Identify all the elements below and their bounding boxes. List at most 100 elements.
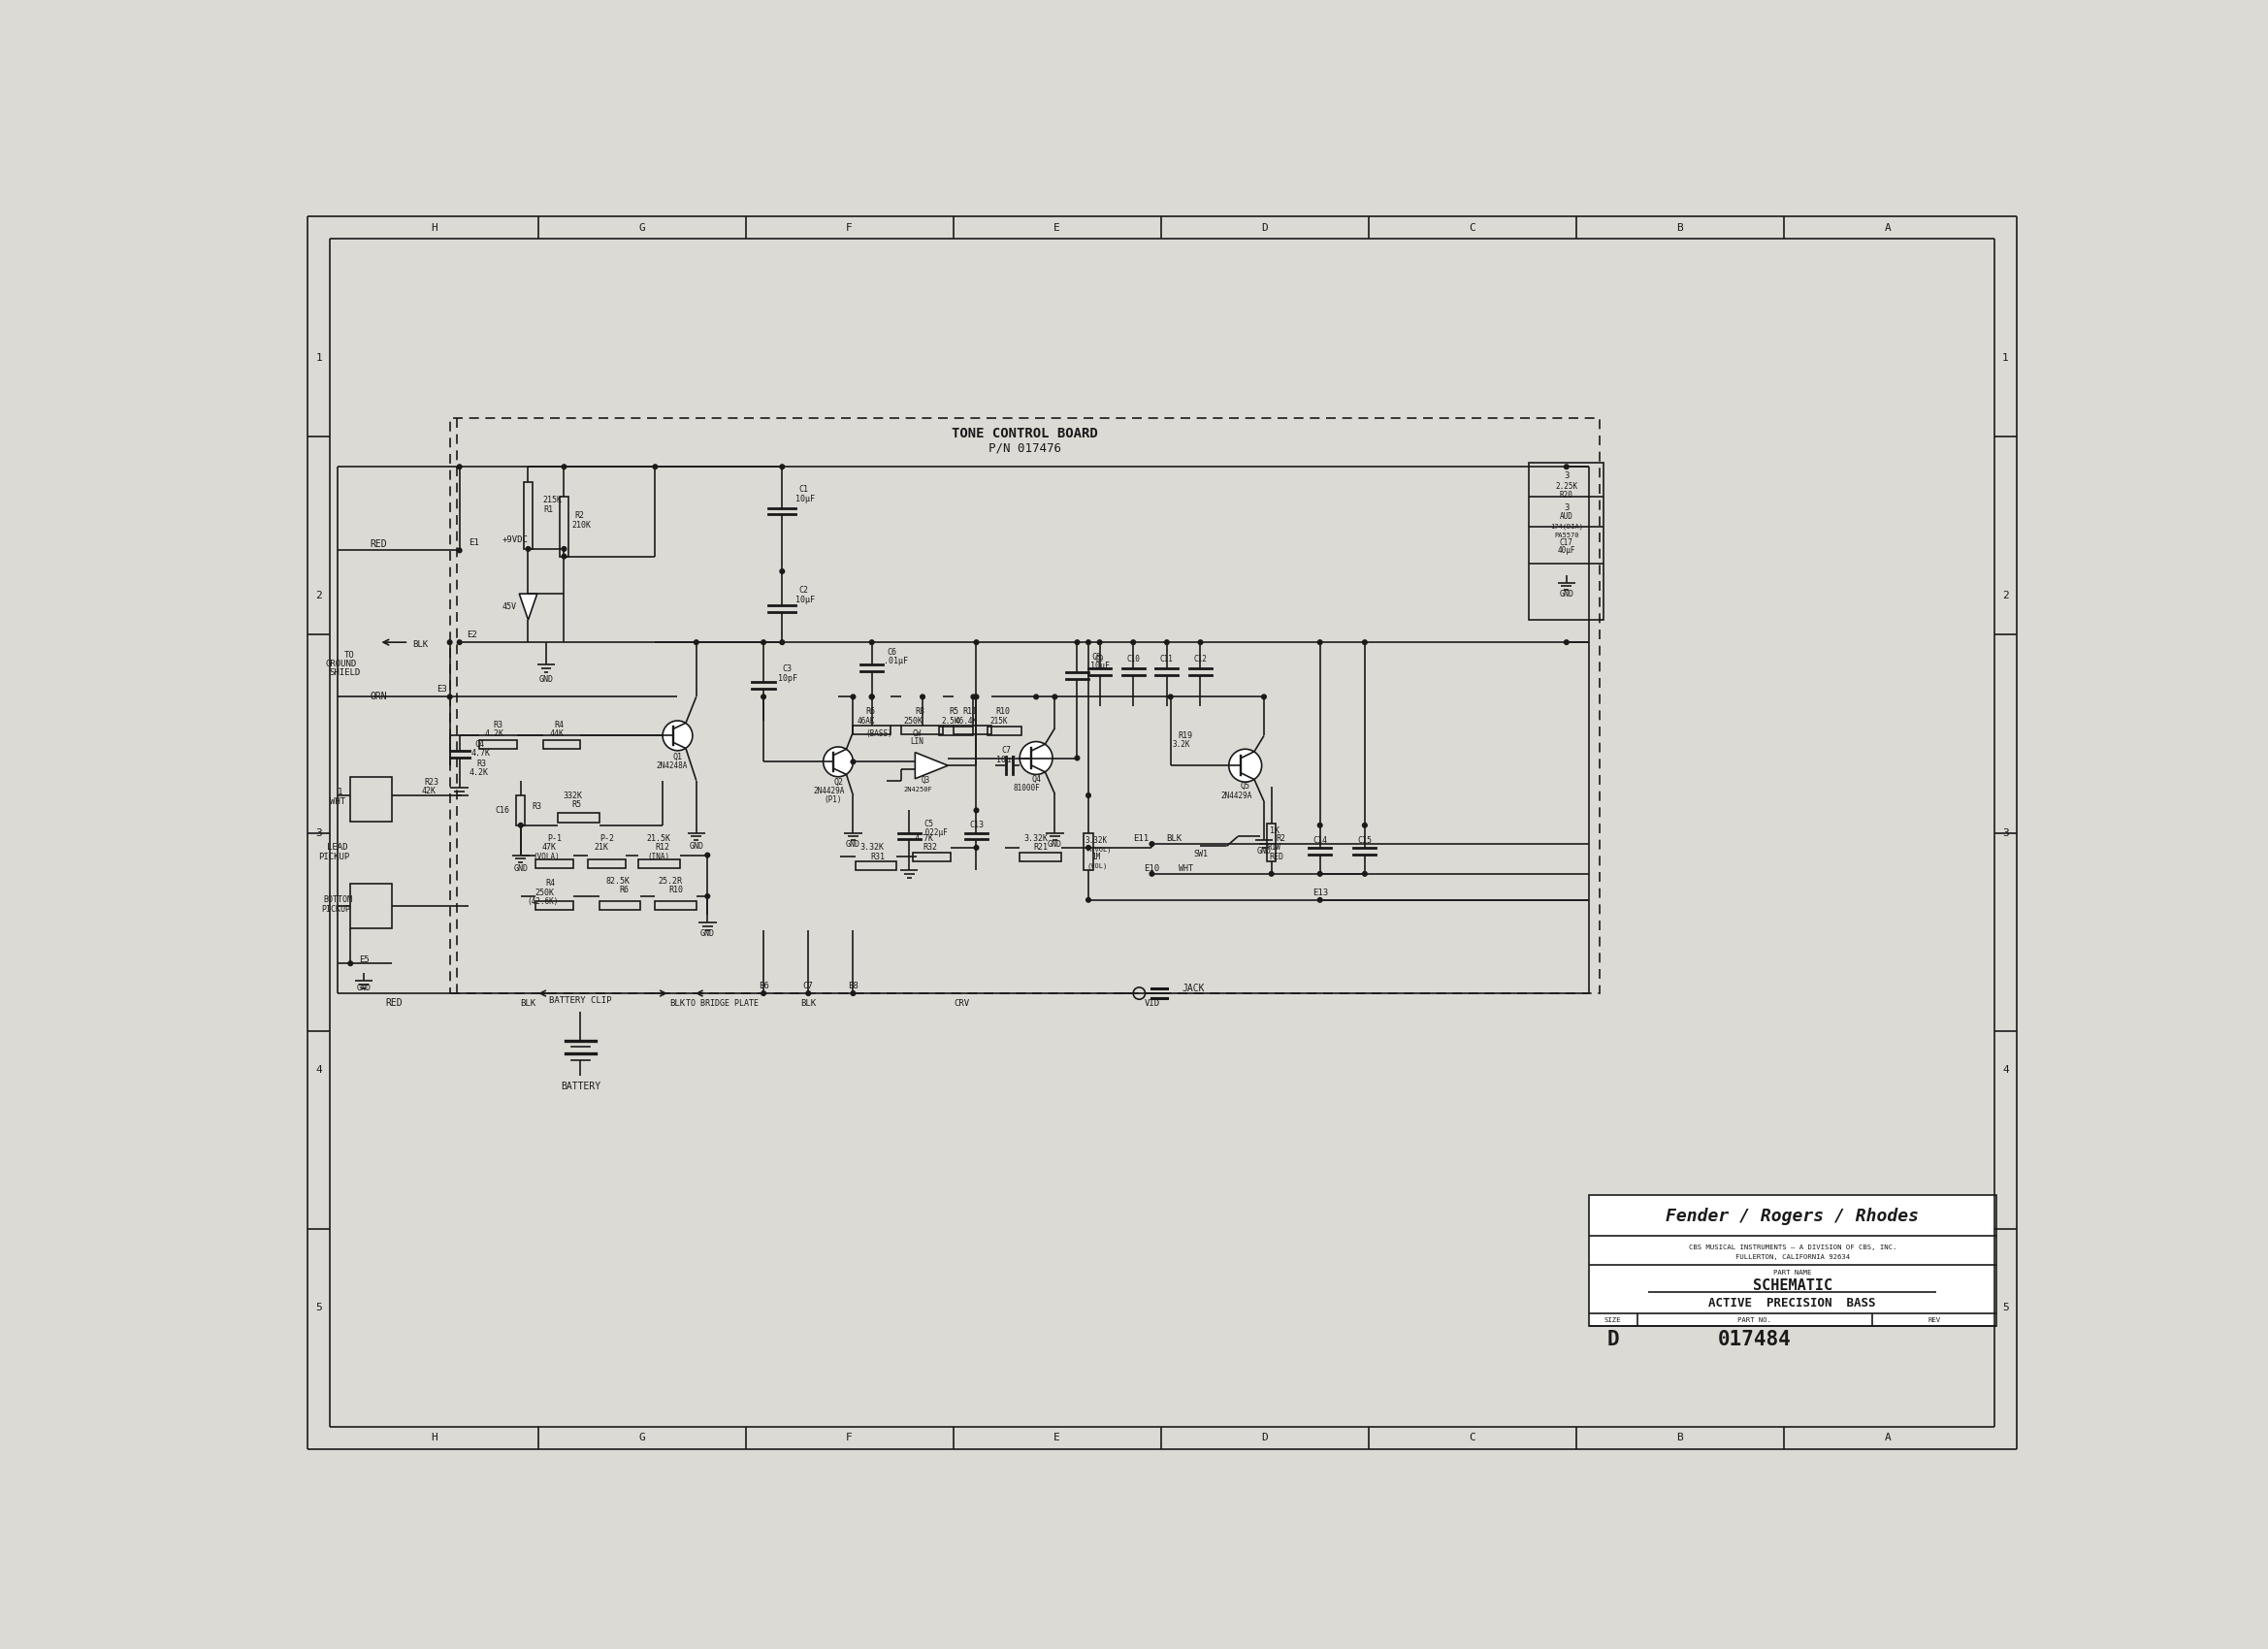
- Text: TO: TO: [345, 651, 354, 660]
- Text: R2: R2: [1277, 834, 1286, 843]
- Text: BLK: BLK: [669, 999, 685, 1008]
- Text: R23: R23: [424, 778, 438, 787]
- Text: R6: R6: [619, 886, 628, 895]
- Text: E3: E3: [438, 684, 447, 694]
- Text: 2N4429A: 2N4429A: [814, 787, 846, 795]
- Text: E: E: [1055, 223, 1061, 233]
- Text: VID: VID: [1143, 999, 1159, 1008]
- Text: 1: 1: [315, 353, 322, 363]
- Text: 4.2K: 4.2K: [485, 731, 503, 739]
- Circle shape: [1163, 640, 1168, 645]
- Text: H: H: [431, 223, 438, 233]
- Text: 3.32K: 3.32K: [1023, 834, 1048, 843]
- Text: E8: E8: [848, 981, 857, 989]
- Text: BATTERY: BATTERY: [560, 1082, 601, 1092]
- Text: 210K: 210K: [572, 521, 592, 529]
- Text: Q4: Q4: [1032, 775, 1041, 783]
- Text: 4.7K: 4.7K: [472, 749, 490, 759]
- Circle shape: [447, 640, 451, 645]
- Circle shape: [1086, 640, 1091, 645]
- Text: SHIELD: SHIELD: [329, 668, 361, 678]
- Text: 42K: 42K: [422, 787, 435, 795]
- Circle shape: [1075, 640, 1080, 645]
- Text: .022μF: .022μF: [921, 828, 948, 838]
- Text: R31: R31: [871, 853, 885, 861]
- Text: 81000F: 81000F: [1014, 783, 1041, 792]
- Text: 1: 1: [338, 787, 342, 796]
- Text: GND: GND: [513, 864, 528, 872]
- Text: PART NAME: PART NAME: [1774, 1270, 1812, 1276]
- Circle shape: [1261, 694, 1266, 699]
- Text: BLK: BLK: [519, 999, 535, 1008]
- Bar: [524, 482, 533, 549]
- Text: C7: C7: [803, 981, 814, 989]
- Bar: [542, 740, 581, 749]
- Circle shape: [1021, 742, 1052, 775]
- Text: JACK: JACK: [1182, 983, 1204, 993]
- Circle shape: [705, 894, 710, 899]
- Circle shape: [1270, 872, 1275, 876]
- Text: (42.6K): (42.6K): [528, 897, 558, 905]
- Text: GND: GND: [1558, 589, 1574, 599]
- Text: 1K: 1K: [1270, 826, 1279, 836]
- Text: BLK: BLK: [801, 999, 816, 1008]
- Text: TONE CONTROL BOARD: TONE CONTROL BOARD: [953, 427, 1098, 440]
- Text: (VOLA): (VOLA): [533, 853, 560, 861]
- Text: SIZE: SIZE: [1603, 1318, 1622, 1324]
- Text: TO BRIDGE PLATE: TO BRIDGE PLATE: [685, 999, 760, 1008]
- Circle shape: [1168, 694, 1173, 699]
- Bar: [955, 726, 991, 734]
- Polygon shape: [914, 752, 948, 778]
- Polygon shape: [519, 594, 538, 620]
- Text: E1: E1: [469, 539, 479, 547]
- Text: 1: 1: [2003, 353, 2009, 363]
- Text: R6: R6: [866, 707, 875, 716]
- Circle shape: [780, 640, 785, 645]
- Text: R1: R1: [542, 506, 553, 514]
- Circle shape: [971, 694, 975, 699]
- Circle shape: [1075, 755, 1080, 760]
- Text: FULLERTON, CALIFORNIA 92634: FULLERTON, CALIFORNIA 92634: [1735, 1255, 1851, 1260]
- Text: 21K: 21K: [594, 843, 608, 853]
- Text: B: B: [1676, 1433, 1683, 1443]
- Circle shape: [458, 640, 463, 645]
- Circle shape: [921, 694, 925, 699]
- Circle shape: [762, 640, 767, 645]
- Text: A: A: [1885, 1433, 1892, 1443]
- Circle shape: [458, 547, 463, 552]
- Bar: [517, 795, 526, 824]
- Circle shape: [447, 694, 451, 699]
- Text: RED: RED: [370, 539, 388, 549]
- Text: C6: C6: [887, 648, 896, 656]
- Text: 10μF: 10μF: [796, 495, 814, 503]
- Text: ACTIVE  PRECISION  BASS: ACTIVE PRECISION BASS: [1708, 1298, 1876, 1309]
- Text: 332K: 332K: [562, 792, 583, 800]
- Text: C17: C17: [1560, 539, 1574, 547]
- Text: R(VOL): R(VOL): [1086, 846, 1111, 853]
- Circle shape: [1318, 640, 1322, 645]
- Circle shape: [823, 747, 853, 777]
- Circle shape: [1034, 694, 1039, 699]
- Text: 47K: 47K: [542, 843, 556, 853]
- Text: R3: R3: [476, 760, 488, 768]
- Text: E: E: [1055, 1433, 1061, 1443]
- Text: 017484: 017484: [1717, 1329, 1792, 1349]
- Bar: [352, 884, 392, 928]
- Bar: [1021, 853, 1061, 861]
- Text: 1M: 1M: [1091, 853, 1100, 861]
- Text: Q1: Q1: [674, 752, 683, 760]
- Text: G: G: [640, 1433, 644, 1443]
- Text: WHT: WHT: [1179, 864, 1193, 872]
- Text: 3: 3: [2003, 828, 2009, 838]
- Text: Q2: Q2: [832, 778, 844, 787]
- Text: CBS MUSICAL INSTRUMENTS — A DIVISION OF CBS, INC.: CBS MUSICAL INSTRUMENTS — A DIVISION OF …: [1687, 1245, 1896, 1250]
- Text: R4: R4: [547, 879, 556, 887]
- Text: 3: 3: [1565, 472, 1569, 480]
- Text: GND: GND: [689, 843, 703, 851]
- Text: C3: C3: [782, 665, 792, 673]
- Text: R20: R20: [1560, 491, 1574, 500]
- Circle shape: [762, 991, 767, 996]
- Text: 46.4K: 46.4K: [955, 716, 978, 726]
- Circle shape: [1052, 694, 1057, 699]
- Circle shape: [850, 760, 855, 763]
